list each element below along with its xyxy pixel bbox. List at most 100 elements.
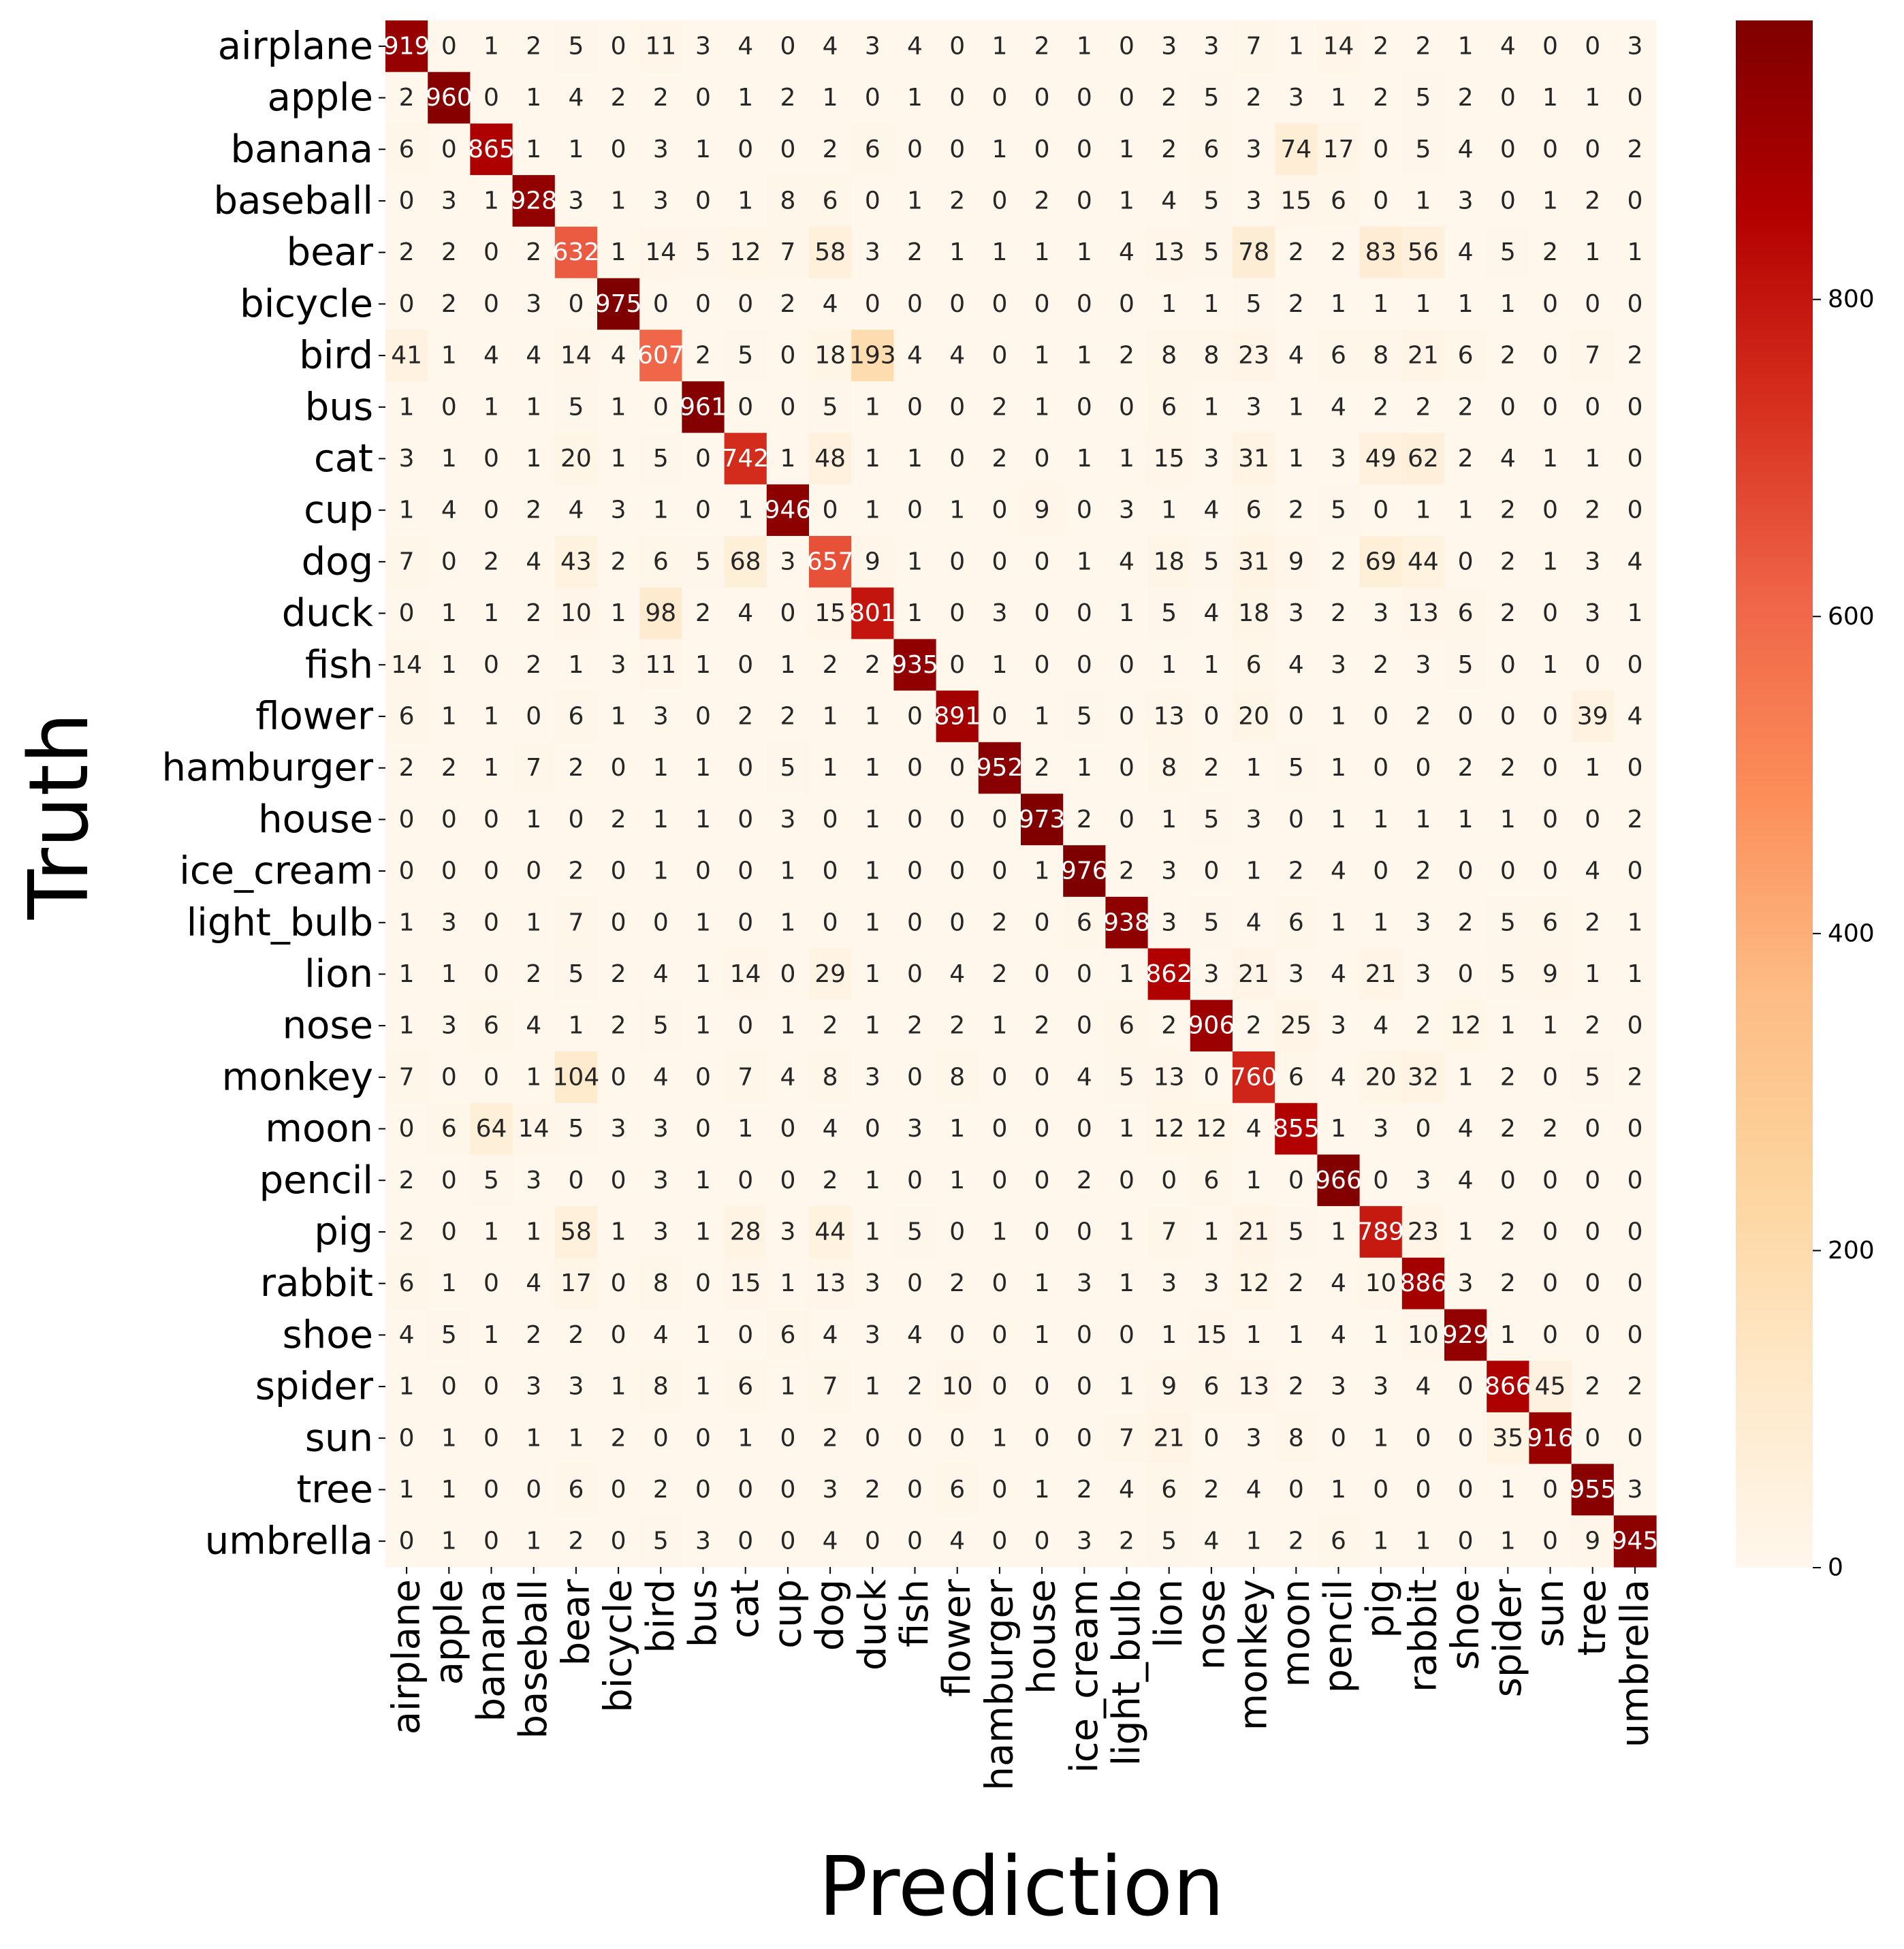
heatmap-cell [682,1051,725,1104]
heatmap-cell [1275,587,1318,639]
cell-value-label: 1 [1161,806,1177,834]
cell-value-label: 7 [526,754,541,782]
heatmap-cell [851,587,894,639]
cell-value-label: 0 [865,290,880,318]
cell-value-label: 1 [1627,599,1643,627]
cell-value-label: 0 [611,1167,626,1194]
cell-value-label: 0 [1500,84,1516,112]
cell-value-label: 7 [1119,1424,1135,1452]
cell-value-label: 4 [907,32,923,60]
heatmap-cell [1401,1051,1445,1104]
cell-value-label: 0 [1542,857,1558,885]
cell-value-label: 1 [526,136,541,163]
heatmap-cell [1275,1412,1318,1465]
heatmap-cell [1233,845,1275,898]
cell-value-label: 0 [991,1373,1007,1401]
heatmap-cell [512,175,556,227]
cell-value-label: 0 [1373,754,1389,782]
y-tick-label: cup [304,488,373,533]
cell-value-label: 7 [399,1063,415,1091]
cell-value-label: 4 [526,548,541,575]
heatmap-cell [1444,1154,1487,1207]
x-tick-label: monkey [1232,1579,1276,1730]
cell-value-label: 6 [653,548,669,575]
cell-value-label: 4 [823,1527,838,1555]
cell-value-label: 4 [1458,238,1474,266]
cell-value-label: 3 [1585,548,1600,575]
heatmap-cell [385,123,428,176]
heatmap-cell [1105,1051,1149,1104]
cell-value-label: 0 [1077,136,1092,163]
heatmap-cell [893,896,937,949]
heatmap-cell [1571,278,1615,330]
heatmap-cell [978,72,1021,124]
cell-value-label: 0 [483,1063,499,1091]
heatmap-cell [978,1206,1021,1258]
heatmap-cell [1529,1257,1572,1310]
heatmap-cell [766,793,810,846]
x-tick-label: rabbit [1401,1579,1445,1692]
heatmap-cell [1529,691,1572,743]
cell-value-label: 955 [1569,1476,1616,1504]
heatmap-cell [470,587,513,639]
cell-value-label: 1 [695,806,711,834]
heatmap-cell [936,845,979,898]
cell-value-label: 0 [568,1167,584,1194]
y-tick-label: banana [231,127,373,172]
cell-value-label: 5 [653,1527,669,1555]
heatmap-cell [1401,330,1445,382]
cell-value-label: 0 [1500,136,1516,163]
heatmap-cell [1275,381,1318,434]
cell-value-label: 0 [611,136,626,163]
cell-value-label: 15 [1154,445,1185,473]
cell-value-label: 0 [1627,187,1643,215]
heatmap-cell [554,1412,598,1465]
heatmap-cell [1487,226,1529,279]
heatmap-cell [936,1103,979,1155]
cell-value-label: 5 [1119,1063,1135,1091]
heatmap-cell [1529,20,1572,73]
heatmap-cell [893,381,937,434]
cell-value-label: 14 [560,342,592,370]
heatmap-cell [1613,1257,1657,1310]
heatmap-cell [1317,175,1361,227]
y-tick-label: apple [268,76,373,120]
heatmap-cell [809,226,852,279]
cell-value-label: 1 [1119,1373,1135,1401]
heatmap-cell [1571,1412,1615,1465]
heatmap-cell [1147,793,1191,846]
heatmap-cell [1613,1000,1657,1052]
cell-value-label: 0 [1288,1476,1304,1504]
heatmap-cell [470,793,513,846]
cell-value-label: 13 [1238,1373,1269,1401]
heatmap-cell [1401,175,1445,227]
heatmap-cell [1021,845,1064,898]
cell-value-label: 0 [483,960,499,988]
cell-value-label: 1 [1415,187,1431,215]
cell-value-label: 4 [1203,496,1219,524]
cell-value-label: 0 [1119,290,1135,318]
cell-value-label: 862 [1145,960,1192,988]
heatmap-cell [766,742,810,795]
heatmap-cell [1317,639,1361,691]
heatmap-cell [1105,639,1149,691]
heatmap-cell [851,639,894,691]
cell-value-label: 0 [865,1527,880,1555]
heatmap-cell [1444,691,1487,743]
heatmap-cell [682,278,725,330]
cell-value-label: 2 [1500,496,1516,524]
heatmap-cell [1401,1515,1445,1568]
heatmap-cell [978,20,1021,73]
heatmap-cell [936,278,979,330]
cell-value-label: 1 [865,1218,880,1246]
cell-value-label: 1 [695,1373,711,1401]
heatmap-cell [1147,123,1191,176]
heatmap-cell [1063,587,1106,639]
cell-value-label: 68 [730,548,761,575]
heatmap-cell [851,896,894,949]
heatmap-cell [766,330,810,382]
heatmap-cell [1613,1361,1657,1413]
heatmap-cell [1444,1309,1487,1361]
cell-value-label: 44 [814,1218,846,1246]
cell-value-label: 1 [526,1424,541,1452]
